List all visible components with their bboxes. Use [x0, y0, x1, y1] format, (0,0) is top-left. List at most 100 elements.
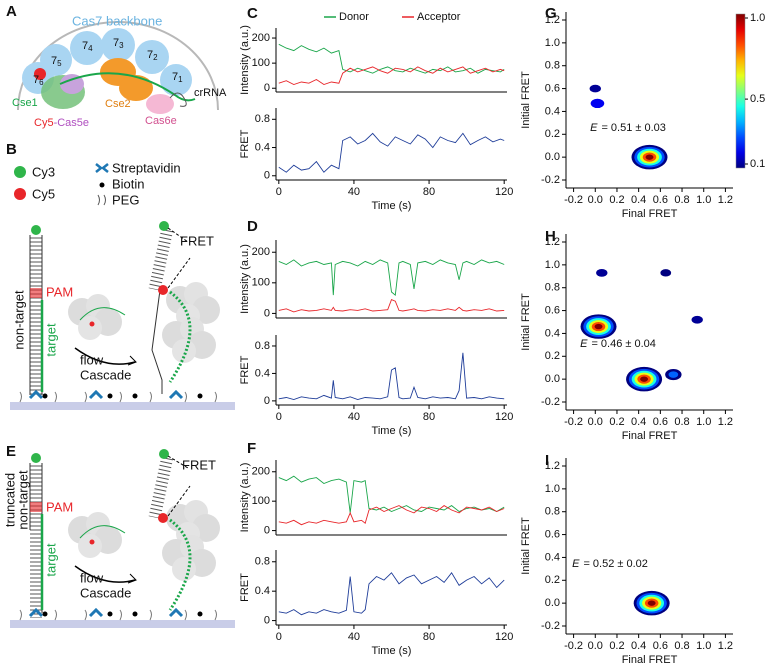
- annotation-symbol: E: [580, 338, 588, 350]
- label: Cse1: [12, 97, 38, 109]
- label: 2: [153, 53, 158, 62]
- x-tick-label: 1.0: [696, 194, 711, 206]
- x-tick-label: 0.4: [631, 640, 646, 652]
- trace: [278, 572, 505, 616]
- x-tick-label: 0.0: [588, 416, 603, 428]
- trace: [278, 505, 505, 526]
- label: 4: [88, 44, 93, 53]
- x-tick-label: 0.2: [609, 640, 624, 652]
- x-axis-label: Time (s): [372, 645, 412, 657]
- colorbar-tick-label: 0.1: [750, 158, 765, 170]
- legend-label: Cy3: [32, 164, 55, 179]
- y-axis-label: Initial FRET: [520, 293, 532, 351]
- colorbar: [735, 13, 746, 169]
- trace: [278, 352, 505, 400]
- y-tick-label: 0.6: [545, 528, 560, 540]
- y-axis-label: FRET: [239, 129, 251, 158]
- label: truncated: [2, 473, 17, 527]
- y-tick-label: 0.8: [255, 113, 270, 125]
- y-tick-label: -0.2: [541, 396, 560, 408]
- panel-label: H: [545, 228, 556, 245]
- density-peak: [668, 371, 679, 378]
- label: crRNA: [194, 87, 227, 99]
- subunit-label: 74: [82, 40, 93, 53]
- label: 7: [33, 74, 39, 86]
- x-tick-label: 40: [348, 411, 360, 423]
- density-peak: [647, 600, 656, 606]
- y-tick-label: 200: [252, 466, 270, 478]
- label: -Cas5e: [54, 117, 89, 129]
- label: flow: [80, 570, 104, 585]
- x-tick-label: 0.4: [631, 194, 646, 206]
- annotation-text: = 0.46 ± 0.04: [591, 338, 655, 350]
- label: non-target: [11, 290, 26, 350]
- y-tick-label: -0.2: [541, 620, 560, 632]
- label: Cy5: [34, 117, 54, 129]
- x-tick-label: 0.6: [653, 416, 668, 428]
- label: Cy5-Cas5e: [34, 117, 89, 129]
- x-tick-label: 0.6: [653, 640, 668, 652]
- x-tick-label: 0.2: [609, 416, 624, 428]
- trace: [278, 66, 505, 85]
- density-peak: [594, 323, 603, 330]
- label: PAM: [46, 284, 73, 299]
- y-tick-label: 0.4: [545, 551, 560, 563]
- label: Cse2: [105, 98, 131, 110]
- x-tick-label: 1.2: [718, 194, 733, 206]
- y-tick-label: 0.8: [255, 340, 270, 352]
- y-axis-label: Intensity (a.u.): [239, 25, 251, 95]
- y-tick-label: 0.0: [545, 373, 560, 385]
- x-tick-label: 0: [276, 186, 282, 198]
- y-tick-label: 100: [252, 495, 270, 507]
- y-tick-label: 1.0: [545, 37, 560, 49]
- label: Cascade: [80, 367, 131, 382]
- y-axis-label: FRET: [239, 573, 251, 602]
- y-tick-label: 100: [252, 277, 270, 289]
- annotation: E = 0.46 ± 0.04: [580, 338, 656, 350]
- trace: [278, 259, 505, 296]
- panel-label: A: [6, 3, 17, 20]
- y-tick-label: 0: [264, 614, 270, 626]
- y-tick-label: 200: [252, 32, 270, 44]
- y-tick-label: 0.8: [545, 282, 560, 294]
- x-tick-label: 1.0: [696, 416, 711, 428]
- label: target: [43, 323, 58, 357]
- y-tick-label: -0.2: [541, 174, 560, 186]
- y-tick-label: 1.2: [545, 14, 560, 26]
- density-peak: [596, 268, 608, 277]
- y-tick-label: 200: [252, 246, 270, 258]
- subunit-label: 76: [33, 74, 44, 87]
- y-tick-label: 0: [264, 395, 270, 407]
- legend-label: Streptavidin: [112, 160, 181, 175]
- label: non-target: [15, 470, 30, 530]
- trace: [278, 299, 505, 313]
- y-tick-label: 0.4: [255, 367, 270, 379]
- label: 6: [39, 78, 44, 87]
- x-axis-label: Final FRET: [622, 654, 678, 666]
- y-tick-label: 0.8: [545, 506, 560, 518]
- y-tick-label: 0.8: [255, 556, 270, 568]
- x-tick-label: 120: [495, 186, 513, 198]
- x-tick-label: 0.8: [674, 194, 689, 206]
- label: target: [43, 543, 58, 577]
- y-tick-label: 0.4: [545, 327, 560, 339]
- density-peak: [640, 376, 649, 382]
- cascade-schematic: [17, 21, 219, 114]
- colorbar-tick-label: 0.5: [750, 93, 765, 105]
- panel-label: D: [247, 218, 258, 235]
- legend-label: Biotin: [112, 176, 145, 191]
- label: 1: [178, 75, 183, 84]
- x-tick-label: 80: [423, 411, 435, 423]
- label: 7: [113, 37, 119, 49]
- y-axis-label: Initial FRET: [520, 71, 532, 129]
- subunit-label: 72: [147, 49, 158, 62]
- label: 3: [119, 41, 124, 50]
- y-tick-label: 0: [264, 170, 270, 182]
- y-tick-label: 100: [252, 57, 270, 69]
- label: Cas6e: [145, 115, 177, 127]
- label: PAM: [46, 499, 73, 514]
- dna-scene: [8, 221, 237, 412]
- x-axis-label: Time (s): [372, 200, 412, 212]
- y-tick-label: 0: [264, 524, 270, 536]
